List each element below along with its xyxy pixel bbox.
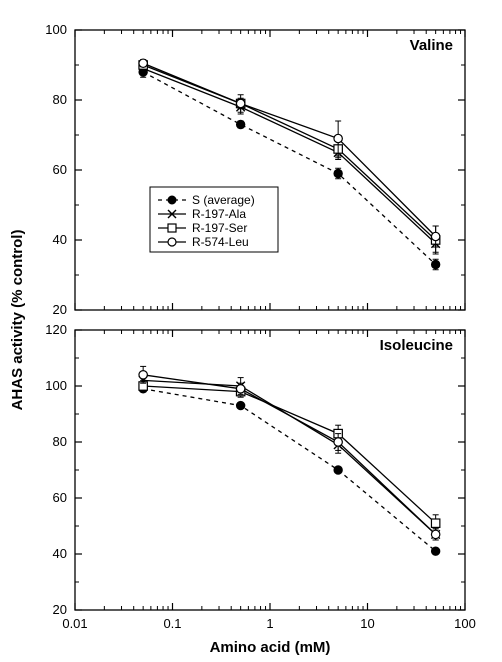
chart-container: 20 40 60 80 100 Valine 0.01 0.1 1 10 100 20 40 60 80 10… (0, 0, 502, 662)
x-tick-label: 0.1 (163, 616, 181, 631)
y-tick-label: 80 (53, 92, 67, 107)
y-tick-label: 40 (53, 546, 67, 561)
legend: S (average)R-197-AlaR-197-SerR-574-Leu (150, 187, 278, 252)
y-tick-label: 20 (53, 302, 67, 317)
legend-label: S (average) (192, 193, 255, 207)
x-tick-label: 1 (266, 616, 273, 631)
panel-title: Valine (410, 37, 453, 54)
y-tick-label: 40 (53, 232, 67, 247)
x-tick-label: 10 (360, 616, 374, 631)
x-tick-label: 0.01 (62, 616, 87, 631)
x-tick-label: 100 (454, 616, 476, 631)
y-tick-label: 20 (53, 602, 67, 617)
y-tick-label: 100 (45, 378, 67, 393)
y-tick-label: 80 (53, 434, 67, 449)
y-tick-label: 60 (53, 490, 67, 505)
y-tick-label: 60 (53, 162, 67, 177)
y-tick-label: 120 (45, 322, 67, 337)
panel-valine: 20 40 60 80 100 Valine (45, 22, 465, 317)
legend-label: R-197-Ser (192, 221, 247, 235)
panel-title: Isoleucine (380, 337, 453, 354)
series-line (143, 375, 436, 535)
y-tick-label: 100 (45, 22, 67, 37)
series-line (143, 380, 436, 534)
chart-svg: 20 40 60 80 100 Valine 0.01 0.1 1 10 100 20 40 60 80 10… (0, 0, 502, 662)
legend-label: R-574-Leu (192, 235, 249, 249)
x-axis-label: Amino acid (mM) (210, 639, 331, 656)
legend-label: R-197-Ala (192, 207, 246, 221)
y-axis-label: AHAS activity (% control) (9, 230, 26, 411)
panel-isoleucine: 0.01 0.1 1 10 100 20 40 60 80 100 120 Isoleucine (45, 322, 476, 631)
series-line (143, 386, 436, 523)
